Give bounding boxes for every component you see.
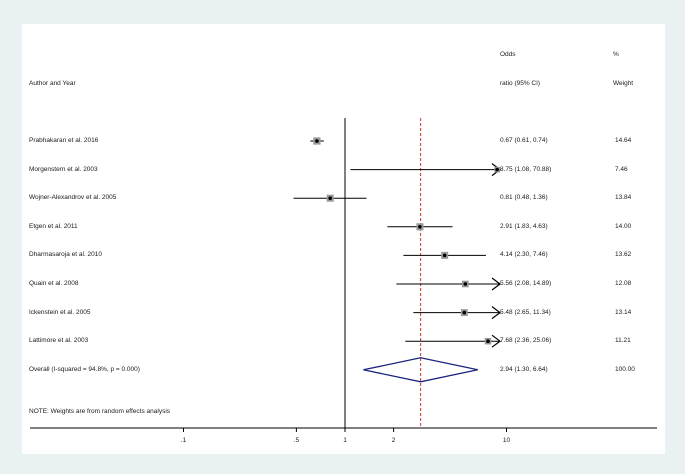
study-weight: 12.08 xyxy=(615,280,632,287)
forest-plot-area: Odds % Author and Year ratio (95% CI) We… xyxy=(22,24,665,454)
point-estimate xyxy=(315,139,319,143)
study-weight: 7.46 xyxy=(615,165,628,173)
study-name: Dharmasaroja et al. 2010 xyxy=(29,251,102,259)
point-estimate xyxy=(486,339,490,344)
study-ci-text: 7.68 (2.36, 25.06) xyxy=(500,337,552,345)
point-estimate xyxy=(442,253,447,258)
study-weight: 14.00 xyxy=(615,222,632,230)
x-tick-label: .5 xyxy=(294,437,300,444)
study-ci-text: 4.14 (2.30, 7.46) xyxy=(500,251,548,259)
percent-header: % xyxy=(613,51,619,58)
ci-arrow xyxy=(491,277,501,291)
study-name: Prabhakaran et al. 2016 xyxy=(29,137,99,144)
point-estimate xyxy=(463,282,468,286)
ci-arrow xyxy=(491,163,501,177)
x-tick-label: 2 xyxy=(392,437,396,444)
study-name: Quain et al. 2008 xyxy=(29,280,79,287)
study-ci-text: 8.75 (1.08, 70.88) xyxy=(500,165,552,173)
study-ci-text: 5.56 (2.08, 14.89) xyxy=(500,280,552,287)
point-estimate xyxy=(418,225,422,229)
study-name: Etgen et al. 2011 xyxy=(29,222,78,230)
study-weight: 11.21 xyxy=(615,337,631,345)
study-name: Morgenstern et al. 2003 xyxy=(29,165,98,173)
study-ci-text: 0.67 (0.61, 0.74) xyxy=(500,137,548,144)
study-weight: 13.14 xyxy=(615,308,632,316)
x-tick-label: .1 xyxy=(181,437,187,444)
overall-diamond xyxy=(363,357,478,383)
study-weight: 13.84 xyxy=(615,194,632,202)
study-ci-text: 5.48 (2.65, 11.34) xyxy=(500,308,551,316)
ci-arrow xyxy=(491,334,501,348)
study-weight: 14.64 xyxy=(615,137,632,144)
study-name: Wojner-Alexandrov et al. 2005 xyxy=(29,194,117,202)
author-year-header: Author and Year xyxy=(29,80,76,87)
weight-header: Weight xyxy=(613,80,634,87)
weights-note: NOTE: Weights are from random effects an… xyxy=(29,408,171,415)
point-estimate xyxy=(462,310,467,315)
study-weight: 13.62 xyxy=(615,251,632,259)
x-tick-label: 10 xyxy=(503,437,511,444)
forest-plot-svg: .1 .5 1 2 10 xyxy=(30,118,657,444)
study-ci-text: 0.81 (0.48, 1.36) xyxy=(500,194,548,202)
ratio-ci-header: ratio (95% CI) xyxy=(500,80,541,87)
point-estimate xyxy=(328,196,333,200)
study-ci-text: 2.91 (1.83, 4.63) xyxy=(500,222,548,230)
point-estimate xyxy=(495,167,499,172)
odds-header: Odds xyxy=(500,51,516,58)
ci-arrow xyxy=(491,306,501,320)
study-name: Ickenstein et al. 2005 xyxy=(29,308,91,316)
overall-weight: 100.00 xyxy=(615,365,635,373)
x-tick-label: 1 xyxy=(343,437,347,444)
overall-ci-text: 2.94 (1.30, 6.64) xyxy=(500,365,548,373)
study-name: Lattimore et al. 2003 xyxy=(29,337,89,345)
overall-label: Overall (I-squared = 94.8%, p = 0.000) xyxy=(29,365,140,373)
